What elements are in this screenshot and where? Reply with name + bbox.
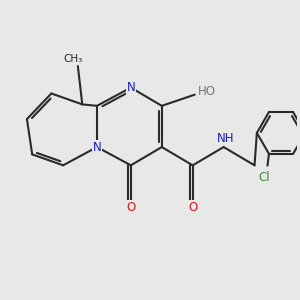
Text: O: O	[126, 201, 136, 214]
Text: Cl: Cl	[259, 172, 270, 184]
Text: N: N	[93, 141, 101, 154]
Text: CH₃: CH₃	[64, 54, 83, 64]
Text: NH: NH	[217, 132, 235, 145]
Text: N: N	[127, 81, 135, 94]
Text: O: O	[188, 201, 197, 214]
Text: HO: HO	[197, 85, 215, 98]
